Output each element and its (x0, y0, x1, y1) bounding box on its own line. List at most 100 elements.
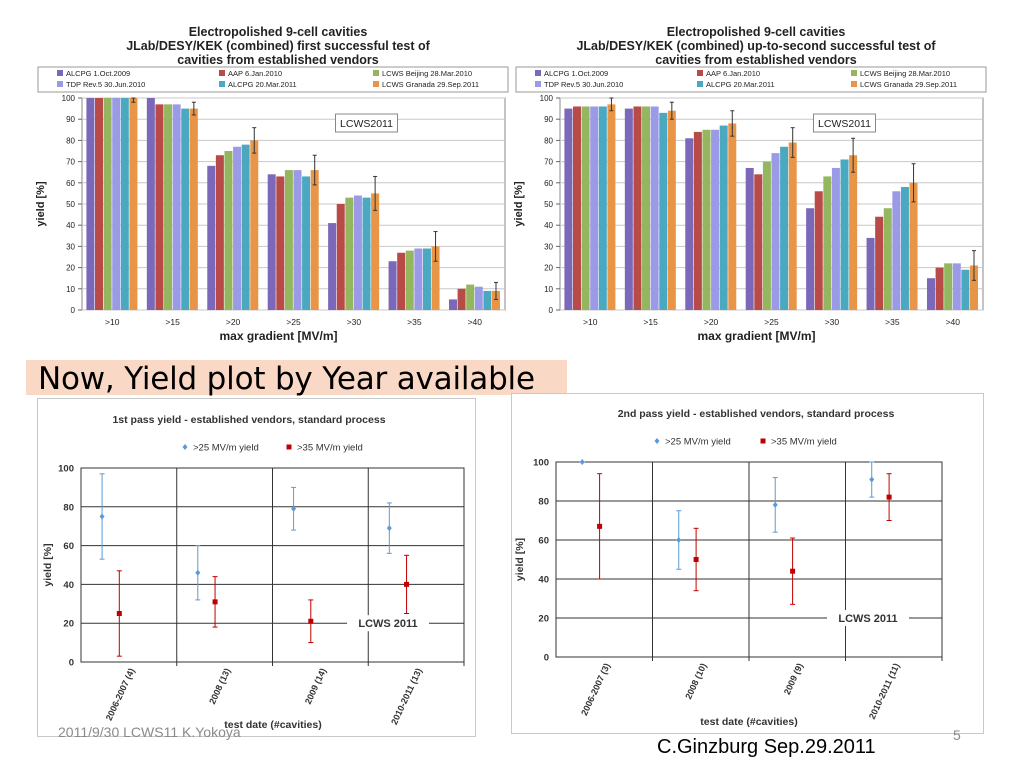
legend-entry: >25 MV/m yield (665, 437, 731, 448)
bar (685, 138, 694, 310)
x-tick-label: >20 (704, 317, 719, 327)
y-tick-label: 40 (538, 575, 549, 586)
first-pass-yearly-panel (37, 398, 476, 737)
second-pass-yearly-yield-chart: 2nd pass yield - established vendors, st… (514, 408, 943, 728)
chart-title-line: JLab/DESY/KEK (combined) up-to-second su… (576, 39, 936, 53)
data-point (291, 505, 297, 512)
y-tick-label: 70 (544, 158, 553, 167)
legend-swatch (535, 81, 541, 87)
data-point (195, 569, 201, 576)
bar (215, 155, 224, 310)
x-tick-label: >25 (764, 317, 779, 327)
x-tick-label: >30 (825, 317, 840, 327)
bar (659, 112, 668, 310)
legend-entry: ALCPG 1.Oct.2009 (544, 69, 608, 78)
x-axis-label: test date (#cavities) (224, 719, 321, 731)
bar (969, 265, 978, 310)
data-point (772, 501, 778, 508)
bar (293, 170, 302, 310)
legend-entry: AAP 6.Jan.2010 (706, 69, 760, 78)
legend-box (515, 66, 987, 93)
bar (448, 299, 457, 310)
footer-author: 2011/9/30 LCWS11 K.Yokoya (58, 724, 241, 740)
bar (883, 208, 892, 310)
bar (112, 98, 121, 310)
x-tick-label: 2009 (9) (782, 662, 805, 697)
chart-title-line: cavities from established vendors (177, 53, 379, 67)
legend-marker (760, 438, 766, 444)
data-point (116, 611, 122, 616)
y-axis-label: yield [%] (35, 181, 47, 227)
y-tick-label: 100 (62, 94, 76, 103)
y-tick-label: 70 (66, 158, 75, 167)
bar (900, 187, 909, 310)
chart-title-line: Electropolished 9-cell cavities (189, 25, 368, 39)
banner-text: Now, Yield plot by Year available (38, 361, 535, 397)
x-tick-label: >35 (885, 317, 900, 327)
x-tick-label: >10 (105, 317, 120, 327)
y-tick-label: 20 (63, 619, 74, 630)
bar (233, 146, 242, 310)
bar (590, 106, 599, 310)
bar (362, 197, 371, 310)
bar (667, 110, 676, 310)
bar (823, 176, 832, 310)
chart-title: 1st pass yield - established vendors, st… (112, 414, 385, 426)
annotation-box (347, 615, 429, 632)
bar (754, 174, 763, 310)
bar (276, 176, 285, 310)
bar (780, 146, 789, 310)
bar (711, 129, 720, 310)
bar (719, 125, 728, 310)
legend-swatch (697, 70, 703, 76)
bar (129, 98, 138, 310)
bar (164, 104, 173, 310)
legend-entry: TDP Rev.5 30.Jun.2010 (66, 80, 145, 89)
bar (405, 250, 414, 310)
legend-entry: ALCPG 20.Mar.2011 (228, 80, 297, 89)
x-axis-label: max gradient [MV/m] (219, 329, 337, 343)
bar (849, 155, 858, 310)
y-tick-label: 50 (544, 200, 553, 209)
bar (172, 104, 181, 310)
bar (103, 98, 112, 310)
bar (762, 161, 771, 310)
second-pass-yearly-panel (511, 393, 984, 734)
legend: ALCPG 1.Oct.2009 AAP 6.Jan.2010 LCWS Beiji… (515, 66, 987, 93)
x-tick-label: 2006-2007 (4) (104, 667, 137, 722)
bar (371, 193, 380, 310)
y-tick-label: 40 (544, 221, 553, 230)
bar (961, 269, 970, 310)
legend: ALCPG 1.Oct.2009 AAP 6.Jan.2010 LCWS Beiji… (37, 66, 509, 93)
x-axis-label: test date (#cavities) (700, 716, 797, 728)
y-tick-label: 10 (544, 285, 553, 294)
bar (250, 140, 259, 310)
chart-title-line: JLab/DESY/KEK (combined) first successfu… (126, 39, 430, 53)
x-tick-label: >35 (407, 317, 422, 327)
plot-frame (555, 461, 943, 658)
data-point (790, 568, 796, 574)
bar (483, 290, 492, 310)
data-point (579, 459, 585, 465)
legend-swatch (57, 70, 63, 76)
bar (926, 278, 935, 310)
y-tick-label: 90 (544, 115, 553, 124)
first-pass-yearly-yield-chart: 1st pass yield - established vendors, st… (42, 414, 465, 731)
bar (181, 108, 190, 310)
bar (702, 129, 711, 310)
y-tick-label: 20 (538, 614, 549, 625)
chart-title: 2nd pass yield - established vendors, st… (618, 408, 895, 420)
bar (642, 106, 651, 310)
bar (457, 288, 466, 310)
legend-entry: LCWS Beijing 28.Mar.2010 (382, 69, 472, 78)
bar (650, 106, 659, 310)
bar (771, 153, 780, 310)
chart-title-line: cavities from established vendors (655, 53, 857, 67)
bar (345, 197, 354, 310)
bar (909, 182, 918, 310)
bar (353, 195, 362, 310)
data-point (386, 525, 392, 532)
data-point (693, 557, 699, 562)
bar (875, 216, 884, 310)
legend-marker (654, 438, 660, 444)
